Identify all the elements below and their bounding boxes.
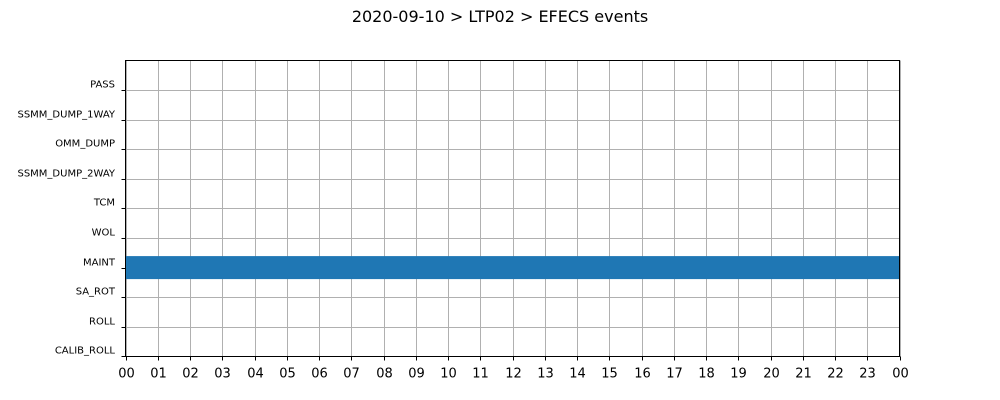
x-tick-label: 14 — [569, 367, 586, 382]
x-tick-label: 00 — [892, 367, 909, 382]
x-tick-label: 01 — [150, 367, 167, 382]
y-tick-label: MAINT — [83, 258, 116, 269]
y-tick-label: OMM_DUMP — [55, 139, 115, 150]
x-tick-label: 15 — [601, 367, 618, 382]
x-tick-label: 19 — [730, 367, 747, 382]
x-tick-label: 02 — [182, 367, 199, 382]
x-tick-label: 18 — [698, 367, 715, 382]
x-tick-label: 08 — [376, 367, 393, 382]
x-tick-label: 06 — [311, 367, 328, 382]
event-bars — [125, 256, 900, 280]
x-tick-label: 05 — [279, 367, 296, 382]
x-tick-label: 10 — [440, 367, 457, 382]
y-tick-label: SSMM_DUMP_1WAY — [17, 110, 115, 121]
y-tick-label: PASS — [90, 80, 115, 91]
x-axis: 00 01 02 03 04 05 06 07 08 09 10 11 12 13 14 15 16 17 18 19… — [118, 356, 909, 382]
x-tick-label: 22 — [827, 367, 844, 382]
x-tick-label: 12 — [505, 367, 522, 382]
x-tick-label: 03 — [214, 367, 231, 382]
x-tick-label: 17 — [666, 367, 683, 382]
x-tick-label: 09 — [408, 367, 425, 382]
y-tick-label: SA_ROT — [76, 287, 116, 298]
y-tick-label: TCM — [93, 198, 115, 209]
y-tick-label: CALIB_ROLL — [55, 346, 116, 357]
x-tick-label: 16 — [634, 367, 651, 382]
y-tick-label: ROLL — [89, 317, 115, 328]
chart-title: 2020-09-10 > LTP02 > EFECS events — [352, 7, 648, 26]
x-tick-label: 21 — [795, 367, 812, 382]
x-tick-label: 11 — [472, 367, 489, 382]
y-tick-label: WOL — [92, 228, 116, 239]
grid-lines — [125, 60, 901, 357]
x-tick-label: 23 — [859, 367, 876, 382]
x-tick-label: 04 — [247, 367, 264, 382]
y-tick-label: SSMM_DUMP_2WAY — [17, 169, 115, 180]
x-tick-label: 00 — [118, 367, 135, 382]
event-bar-maint — [125, 256, 900, 280]
x-tick-label: 13 — [537, 367, 554, 382]
y-axis: PASS SSMM_DUMP_1WAY OMM_DUMP SSMM_DUMP_2WAY… — [17, 80, 126, 357]
x-tick-label: 07 — [343, 367, 360, 382]
x-tick-label: 20 — [763, 367, 780, 382]
